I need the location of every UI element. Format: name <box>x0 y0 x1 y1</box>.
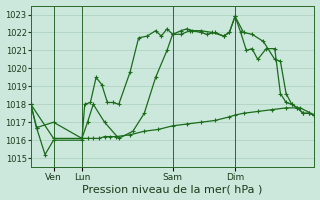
X-axis label: Pression niveau de la mer( hPa ): Pression niveau de la mer( hPa ) <box>83 184 263 194</box>
